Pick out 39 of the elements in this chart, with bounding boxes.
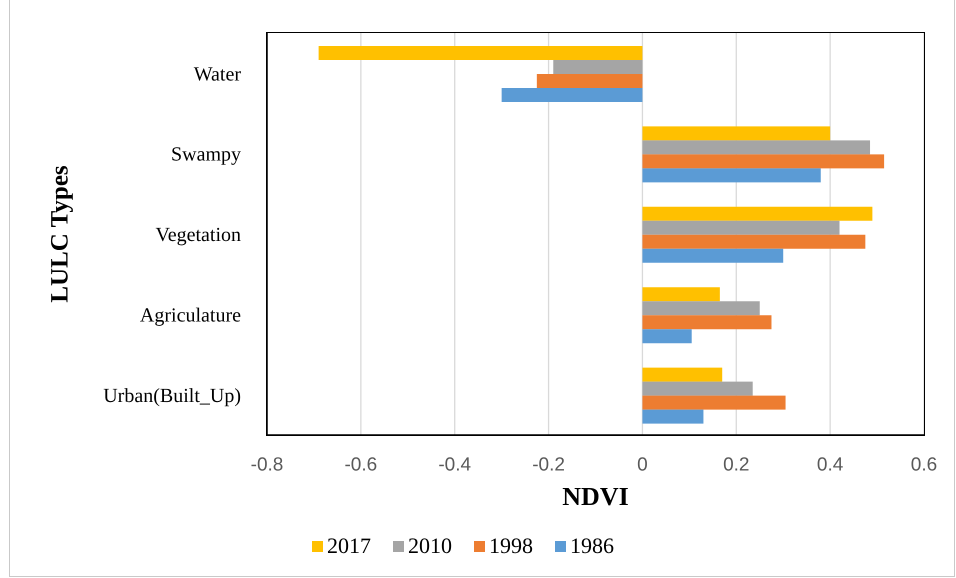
bar <box>642 301 760 316</box>
bar <box>642 410 704 424</box>
x-tick-label: -0.4 <box>438 454 472 476</box>
bar <box>318 46 642 60</box>
bar <box>642 140 870 154</box>
bar <box>642 396 786 410</box>
bar <box>642 220 840 235</box>
bar <box>642 382 753 396</box>
x-tick-label: 0.2 <box>723 454 750 476</box>
y-axis-title: LULC Types <box>46 165 74 303</box>
legend-label: 2010 <box>408 533 452 558</box>
bar <box>642 248 784 263</box>
x-tick-label: -0.6 <box>344 454 378 476</box>
y-tick-label: Water <box>194 63 242 86</box>
legend-label: 1998 <box>489 533 533 558</box>
bar <box>642 234 866 249</box>
x-tick-label: 0.6 <box>910 454 938 476</box>
y-tick-label: Urban(Built_Up) <box>103 384 241 407</box>
y-tick-label: Vegetation <box>155 224 241 246</box>
bar <box>642 315 772 330</box>
bar <box>553 60 642 74</box>
x-tick-label: -0.2 <box>532 454 565 476</box>
bar <box>536 74 642 88</box>
bar <box>642 154 884 168</box>
bar <box>642 287 720 302</box>
bar <box>642 368 722 382</box>
x-tick-label: -0.8 <box>250 454 284 476</box>
bar <box>642 168 821 182</box>
bar <box>642 126 830 140</box>
legend-label: 1986 <box>570 533 614 558</box>
x-axis-title: NDVI <box>562 482 629 511</box>
y-tick-label: Agriculature <box>140 304 242 326</box>
bar <box>502 88 642 102</box>
bar <box>642 329 692 344</box>
bar <box>642 206 872 221</box>
x-tick-label: 0 <box>637 454 648 476</box>
x-tick-label: 0.4 <box>816 454 844 476</box>
legend-label: 2017 <box>327 533 371 558</box>
y-tick-label: Swampy <box>171 144 241 166</box>
